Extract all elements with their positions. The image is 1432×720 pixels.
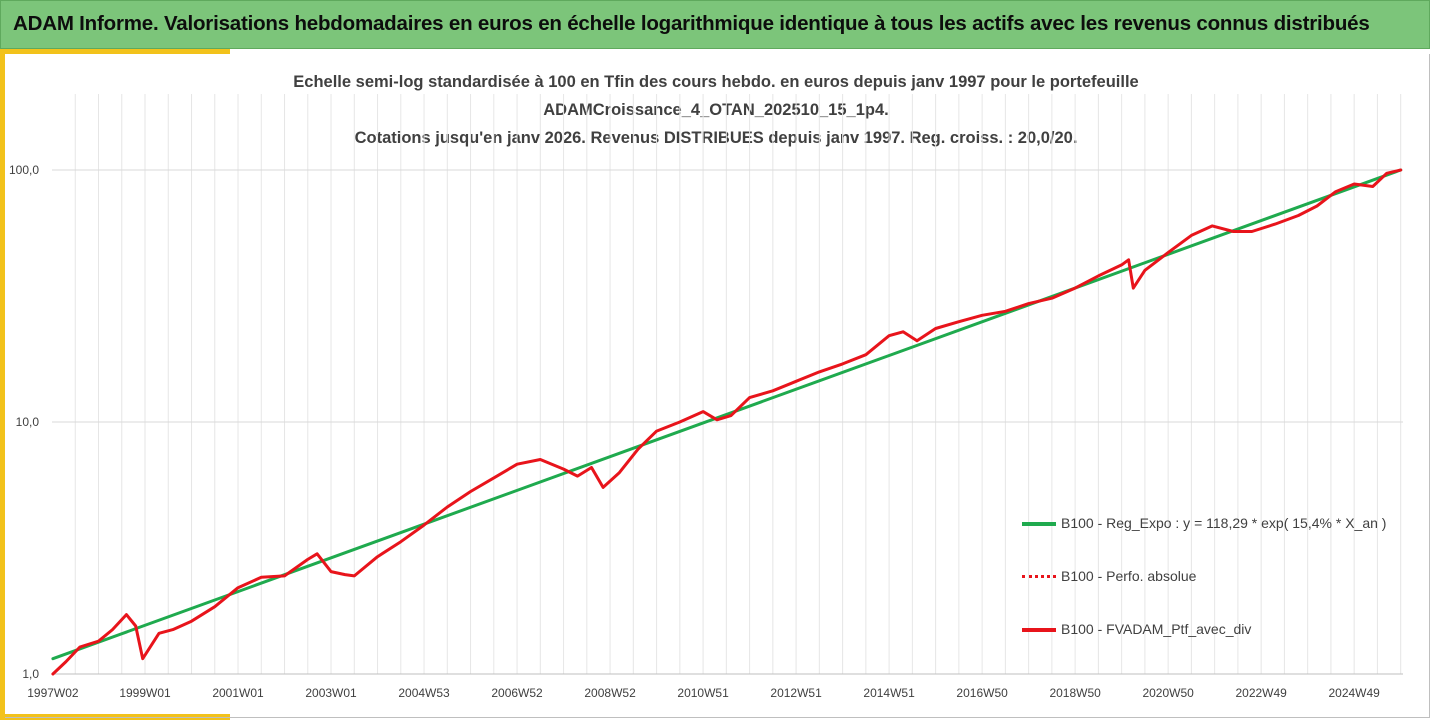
x-tick-label: 2016W50 <box>956 686 1008 700</box>
series-lines <box>51 168 1403 676</box>
chart-title-line-2: ADAMCroissance_4_OTAN_202510_15_1p4. <box>543 101 889 119</box>
x-tick-label: 1999W01 <box>119 686 171 700</box>
x-tick-label: 2010W51 <box>677 686 729 700</box>
legend-swatch-perfo-absolue <box>1022 575 1056 578</box>
x-tick-label: 2024W49 <box>1328 686 1380 700</box>
chart-title-line-3: Cotations jusqu'en janv 2026. Revenus DI… <box>354 129 1078 147</box>
legend-label-regression: B100 - Reg_Expo : y = 118,29 * exp( 15,4… <box>1061 515 1387 531</box>
grid-lines <box>52 94 1403 675</box>
y-tick-label: 10,0 <box>16 415 40 429</box>
x-tick-label: 2001W01 <box>212 686 264 700</box>
series-line-2 <box>51 168 1403 676</box>
legend-label-portfolio: B100 - FVADAM_Ptf_avec_div <box>1061 621 1252 637</box>
chart-title-line-1: Echelle semi-log standardisée à 100 en T… <box>293 73 1139 91</box>
axis-labels: 100,0 10,0 1,0 1997W02 1999W01 2001W01 2003W01… <box>9 163 1403 700</box>
x-tick-label: 2003W01 <box>305 686 357 700</box>
x-tick-label: 2014W51 <box>863 686 915 700</box>
chart-area-border <box>5 54 1430 718</box>
x-tick-label: 1997W02 <box>27 686 79 700</box>
x-tick-label: 2006W52 <box>491 686 543 700</box>
page-title: ADAM Informe. Valorisations hebdomadaire… <box>13 12 1370 35</box>
x-tick-label: 2004W53 <box>398 686 450 700</box>
legend-swatch-portfolio <box>1022 628 1056 632</box>
x-tick-label: 2012W51 <box>770 686 822 700</box>
accent-bar-left <box>0 49 5 720</box>
x-tick-label: 2018W50 <box>1049 686 1101 700</box>
legend-swatch-regression <box>1022 522 1056 526</box>
x-tick-label: 2020W50 <box>1142 686 1194 700</box>
x-tick-label: 2008W52 <box>584 686 636 700</box>
y-tick-label: 1,0 <box>22 667 39 681</box>
accent-bar-top <box>0 49 230 54</box>
header-banner: ADAM Informe. Valorisations hebdomadaire… <box>0 0 1430 49</box>
x-tick-label: 2022W49 <box>1235 686 1287 700</box>
chart-title: Echelle semi-log standardisée à 100 en T… <box>0 68 1432 152</box>
y-tick-label: 100,0 <box>9 163 39 177</box>
legend-label-perfo-absolue: B100 - Perfo. absolue <box>1061 568 1197 584</box>
